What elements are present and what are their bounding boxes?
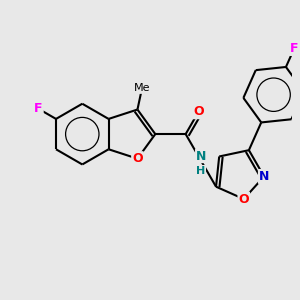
Text: H: H <box>196 166 206 176</box>
Text: O: O <box>238 193 249 206</box>
Text: O: O <box>193 105 204 118</box>
Text: F: F <box>34 102 43 115</box>
Text: Me: Me <box>134 83 150 93</box>
Text: O: O <box>132 152 143 165</box>
Text: N: N <box>259 170 269 183</box>
Text: F: F <box>290 42 298 55</box>
Text: N: N <box>196 150 206 163</box>
